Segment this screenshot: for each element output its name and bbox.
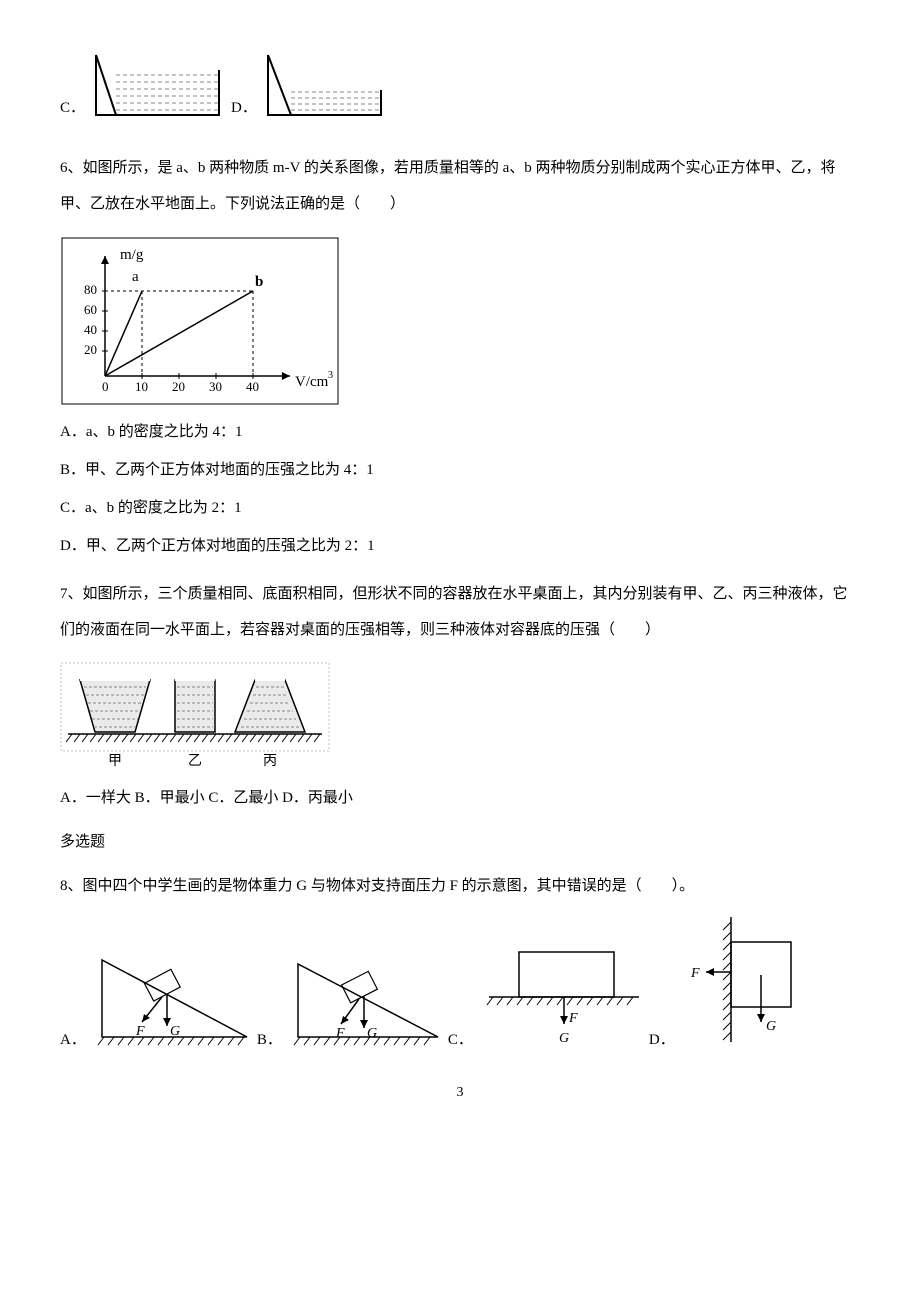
svg-text:G: G: [559, 1031, 569, 1046]
q7-options: A．一样大 B．甲最小 C．乙最小 D．丙最小: [60, 786, 860, 810]
q5-figure-d: [263, 50, 383, 120]
q8-options: A． F G B．: [60, 912, 860, 1052]
q6-option-a: A．a、b 的密度之比为 4：1: [60, 420, 860, 444]
q5-options-cd: C． D．: [60, 50, 860, 120]
svg-text:G: G: [367, 1026, 377, 1041]
q8-c-label: C．: [448, 1028, 473, 1052]
q8-a-label: A．: [60, 1028, 86, 1052]
q8-option-b: B． F G: [257, 942, 448, 1052]
q5-d-label: D．: [231, 96, 257, 120]
svg-text:V/cm: V/cm: [295, 374, 329, 390]
svg-text:a: a: [132, 269, 139, 285]
q6-option-c: C．a、b 的密度之比为 2：1: [60, 496, 860, 520]
svg-text:G: G: [170, 1024, 180, 1039]
q6-text: 6、如图所示，是 a、b 两种物质 m-V 的关系图像，若用质量相等的 a、b …: [60, 150, 860, 222]
section-multi: 多选题: [60, 830, 860, 854]
svg-text:40: 40: [246, 379, 259, 394]
svg-text:G: G: [766, 1019, 776, 1034]
svg-text:乙: 乙: [188, 753, 202, 769]
q5-option-d: D．: [231, 50, 383, 120]
q8-b-label: B．: [257, 1028, 282, 1052]
svg-text:b: b: [255, 274, 263, 290]
q8-option-a: A． F G: [60, 942, 257, 1052]
svg-text:F: F: [568, 1011, 578, 1026]
q6-option-d: D．甲、乙两个正方体对地面的压强之比为 2：1: [60, 534, 860, 558]
q7-text: 7、如图所示，三个质量相同、底面积相同，但形状不同的容器放在水平桌面上，其内分别…: [60, 576, 860, 648]
q8-d-label: D．: [649, 1028, 675, 1052]
q6-chart: 20 40 60 80 0 10 20 30 40 m/g V/cm 3 a b: [60, 236, 860, 406]
q7-figure: 甲 乙 丙: [60, 662, 860, 772]
svg-text:F: F: [335, 1026, 345, 1041]
page-number: 3: [60, 1082, 860, 1104]
svg-text:80: 80: [84, 282, 97, 297]
q5-figure-c: [91, 50, 221, 120]
svg-text:3: 3: [328, 370, 333, 381]
svg-text:40: 40: [84, 322, 97, 337]
svg-text:30: 30: [209, 379, 222, 394]
q8-option-d: D． F G: [649, 912, 811, 1052]
svg-text:60: 60: [84, 302, 97, 317]
svg-text:0: 0: [102, 379, 109, 394]
svg-text:10: 10: [135, 379, 148, 394]
svg-text:20: 20: [172, 379, 185, 394]
svg-text:丙: 丙: [263, 754, 277, 769]
svg-text:F: F: [690, 966, 700, 981]
q8-option-c: C． F G: [448, 942, 649, 1052]
q8-text: 8、图中四个中学生画的是物体重力 G 与物体对支持面压力 F 的示意图，其中错误…: [60, 874, 860, 898]
q5-option-c: C．: [60, 50, 221, 120]
svg-text:20: 20: [84, 342, 97, 357]
q5-c-label: C．: [60, 96, 85, 120]
q6-option-b: B．甲、乙两个正方体对地面的压强之比为 4：1: [60, 458, 860, 482]
svg-text:m/g: m/g: [120, 247, 144, 263]
svg-text:甲: 甲: [108, 754, 122, 769]
svg-text:F: F: [135, 1024, 145, 1039]
